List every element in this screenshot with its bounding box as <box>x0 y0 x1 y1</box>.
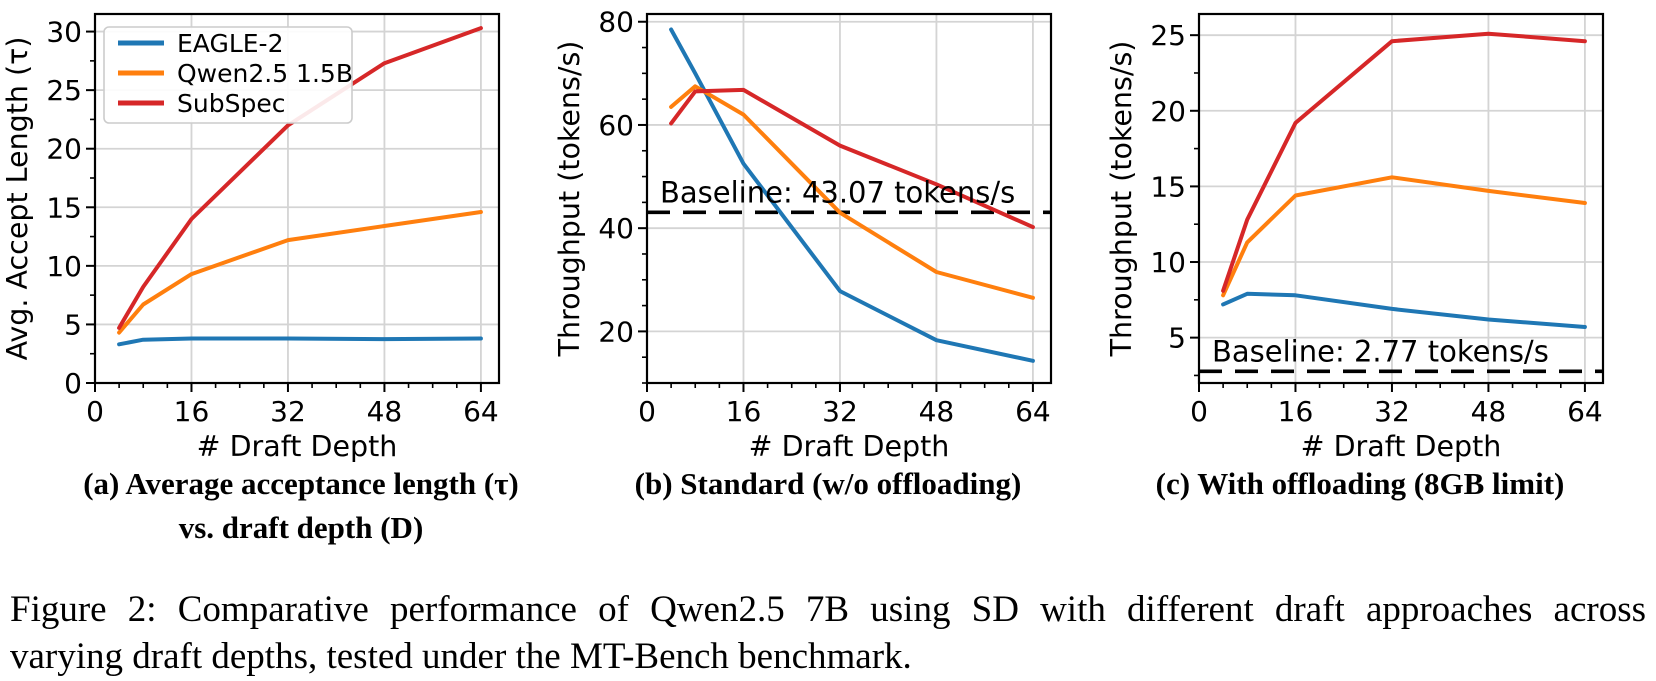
svg-text:25: 25 <box>1150 19 1186 52</box>
svg-text:16: 16 <box>726 395 762 428</box>
figure-caption-line-2: varying draft depths, tested under the M… <box>10 636 912 677</box>
svg-text:48: 48 <box>367 395 403 428</box>
grid <box>646 14 1051 383</box>
svg-text:0: 0 <box>86 395 104 428</box>
caption-a-line-1: (a) Average acceptance length (τ) <box>83 466 519 501</box>
caption-b: (b) Standard (w/o offloading) <box>552 462 1104 550</box>
chart-throughput-offloading: Baseline: 2.77 tokens/s0 16 32 48 64 5 10 15 20 2… <box>1105 12 1605 462</box>
line-EAGLE-2 <box>669 27 1035 363</box>
svg-text:32: 32 <box>270 395 306 428</box>
series-lines <box>117 26 483 347</box>
line-EAGLE-2 <box>117 336 483 347</box>
series-lines <box>669 27 1035 363</box>
major-ticks <box>1190 34 1586 392</box>
y-tick-labels: 20 40 60 80 <box>598 6 634 349</box>
legend-label-SubSpec: SubSpec <box>177 89 285 118</box>
svg-text:64: 64 <box>1567 395 1603 428</box>
x-axis-label: # Draft Depth <box>1301 430 1502 462</box>
svg-text:48: 48 <box>1471 395 1507 428</box>
svg-text:20: 20 <box>46 133 82 166</box>
svg-text:20: 20 <box>598 315 634 348</box>
plot-border <box>1197 12 1605 385</box>
figure-caption: Figure 2: Comparative performance of Qwe… <box>10 586 1646 680</box>
svg-text:64: 64 <box>1015 395 1051 428</box>
charts-row: 0 16 32 48 64 0 5 10 15 20 25 30 # Draft Depth Avg. A… <box>0 0 1656 462</box>
svg-text:16: 16 <box>174 395 210 428</box>
x-tick-labels: 0 16 32 48 64 <box>1190 395 1603 428</box>
svg-text:10: 10 <box>1150 246 1186 279</box>
x-tick-labels: 0 16 32 48 64 <box>638 395 1051 428</box>
line-Qwen2.5 1.5B <box>669 84 1035 300</box>
caption-c: (c) With offloading (8GB limit) <box>1104 462 1656 550</box>
svg-text:0: 0 <box>1190 395 1208 428</box>
baseline-label: Baseline: 43.07 tokens/s <box>660 175 1015 209</box>
svg-text:0: 0 <box>64 367 82 400</box>
y-tick-labels: 5 10 15 20 25 <box>1150 19 1186 354</box>
chart-avg-accept-length: 0 16 32 48 64 0 5 10 15 20 25 30 # Draft Depth Avg. A… <box>1 12 501 462</box>
y-axis-label: Throughput (tokens/s) <box>553 41 586 358</box>
line-EAGLE-2 <box>1221 291 1587 329</box>
figure-caption-line-1: Figure 2: Comparative performance of Qwe… <box>10 589 1646 630</box>
y-axis-label: Throughput (tokens/s) <box>1105 41 1138 358</box>
svg-text:16: 16 <box>1278 395 1314 428</box>
svg-text:64: 64 <box>463 395 499 428</box>
svg-text:20: 20 <box>1150 95 1186 128</box>
line-Qwen2.5 1.5B <box>1221 175 1587 298</box>
legend-box <box>103 26 353 124</box>
baseline-label: Baseline: 2.77 tokens/s <box>1212 334 1549 368</box>
y-tick-labels: 0 5 10 15 20 25 30 <box>46 16 82 400</box>
plot-border <box>93 12 501 385</box>
legend-label-EAGLE-2: EAGLE-2 <box>177 29 283 58</box>
svg-text:0: 0 <box>638 395 656 428</box>
x-tick-labels: 0 16 32 48 64 <box>86 395 499 428</box>
major-ticks <box>638 20 1034 392</box>
svg-text:40: 40 <box>598 212 634 245</box>
caption-c-line-1: (c) With offloading (8GB limit) <box>1155 466 1565 501</box>
svg-text:5: 5 <box>64 308 82 341</box>
svg-text:30: 30 <box>46 16 82 49</box>
caption-a: (a) Average acceptance length (τ) vs. dr… <box>0 462 552 550</box>
line-SubSpec <box>117 26 483 330</box>
caption-a-line-2: vs. draft depth (D) <box>178 510 424 545</box>
line-Qwen2.5 1.5B <box>117 210 483 335</box>
plot-border <box>645 12 1053 385</box>
svg-text:25: 25 <box>46 74 82 107</box>
major-ticks <box>86 30 482 392</box>
panel-c: Baseline: 2.77 tokens/s 0 16 32 48 64 5 10 15 20 2… <box>1104 0 1656 462</box>
svg-text:10: 10 <box>46 250 82 283</box>
minor-ticks <box>642 46 1010 388</box>
captions-row: (a) Average acceptance length (τ) vs. dr… <box>0 462 1656 550</box>
svg-text:48: 48 <box>919 395 955 428</box>
svg-text:15: 15 <box>1150 170 1186 203</box>
chart-throughput-standard: Baseline: 43.07 tokens/s 0 16 32 48 64 20 40 60 8… <box>553 6 1053 462</box>
panel-a: 0 16 32 48 64 0 5 10 15 20 25 30 # Draft Depth Avg. A… <box>0 0 552 462</box>
series-lines <box>1221 31 1587 329</box>
line-SubSpec <box>669 87 1035 230</box>
caption-b-line-1: (b) Standard (w/o offloading) <box>634 466 1022 501</box>
y-axis-label: Avg. Accept Length (τ) <box>1 37 34 361</box>
svg-text:15: 15 <box>46 191 82 224</box>
line-SubSpec <box>1221 31 1587 293</box>
svg-text:60: 60 <box>598 109 634 142</box>
svg-text:32: 32 <box>822 395 858 428</box>
x-axis-label: # Draft Depth <box>197 430 398 462</box>
svg-text:80: 80 <box>598 6 634 39</box>
svg-text:5: 5 <box>1168 322 1186 355</box>
x-axis-label: # Draft Depth <box>749 430 950 462</box>
legend-label-Qwen2.5 1.5B: Qwen2.5 1.5B <box>177 59 353 88</box>
svg-text:32: 32 <box>1374 395 1410 428</box>
panel-b: Baseline: 43.07 tokens/s 0 16 32 48 64 20 40 60 8… <box>552 0 1104 462</box>
